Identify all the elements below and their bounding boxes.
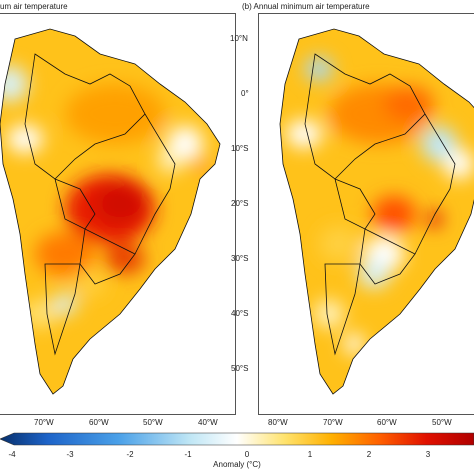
colorbar-tick-neg4: -4: [8, 450, 16, 459]
map-b-svg: [279, 28, 474, 395]
panel-a-title: um air temperature: [0, 2, 68, 11]
map-a-svg: [0, 28, 221, 395]
colorbar-tick-0: 0: [244, 450, 250, 459]
map-panel-b: [258, 13, 474, 415]
colorbar-tick-neg1: -1: [184, 450, 192, 459]
lon-label-a-40w: 40°W: [198, 418, 218, 427]
coastline-a: [0, 28, 221, 395]
lat-label-0: 0°: [241, 89, 249, 98]
anomaly-field-b: [280, 29, 474, 394]
map-panel-a: [0, 13, 236, 415]
colorbar-tick-neg2: -2: [126, 450, 134, 459]
lon-label-b-80w: 80°W: [268, 418, 288, 427]
lon-label-a-60w: 60°W: [89, 418, 109, 427]
anomaly-field-a: [0, 29, 220, 394]
colorbar-ramp: [0, 432, 474, 446]
colorbar-tick-2: 2: [366, 450, 372, 459]
colorbar-tick-1: 1: [307, 450, 313, 459]
lon-label-b-50w: 50°W: [432, 418, 452, 427]
colorbar-tick-neg3: -3: [66, 450, 74, 459]
coastline-b: [279, 28, 474, 395]
lon-label-a-70w: 70°W: [34, 418, 54, 427]
lon-label-b-70w: 70°W: [323, 418, 343, 427]
lat-label-20s: 20°S: [231, 199, 249, 208]
colorbar-title: Anomaly (°C): [213, 460, 261, 469]
colorbar-tick-3: 3: [425, 450, 431, 459]
lat-label-10n: 10°N: [230, 34, 248, 43]
panel-b-title: (b) Annual minimum air temperature: [242, 2, 370, 11]
lat-label-30s: 30°S: [231, 254, 249, 263]
lon-label-a-50w: 50°W: [143, 418, 163, 427]
colorbar: [0, 432, 474, 446]
lon-label-b-60w: 60°W: [377, 418, 397, 427]
lat-label-50s: 50°S: [231, 364, 249, 373]
lat-label-40s: 40°S: [231, 309, 249, 318]
lat-label-10s: 10°S: [231, 144, 249, 153]
